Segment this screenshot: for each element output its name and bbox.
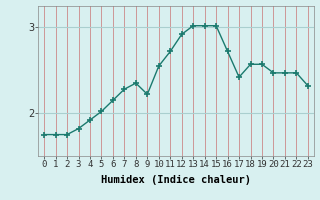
X-axis label: Humidex (Indice chaleur): Humidex (Indice chaleur)	[101, 175, 251, 185]
